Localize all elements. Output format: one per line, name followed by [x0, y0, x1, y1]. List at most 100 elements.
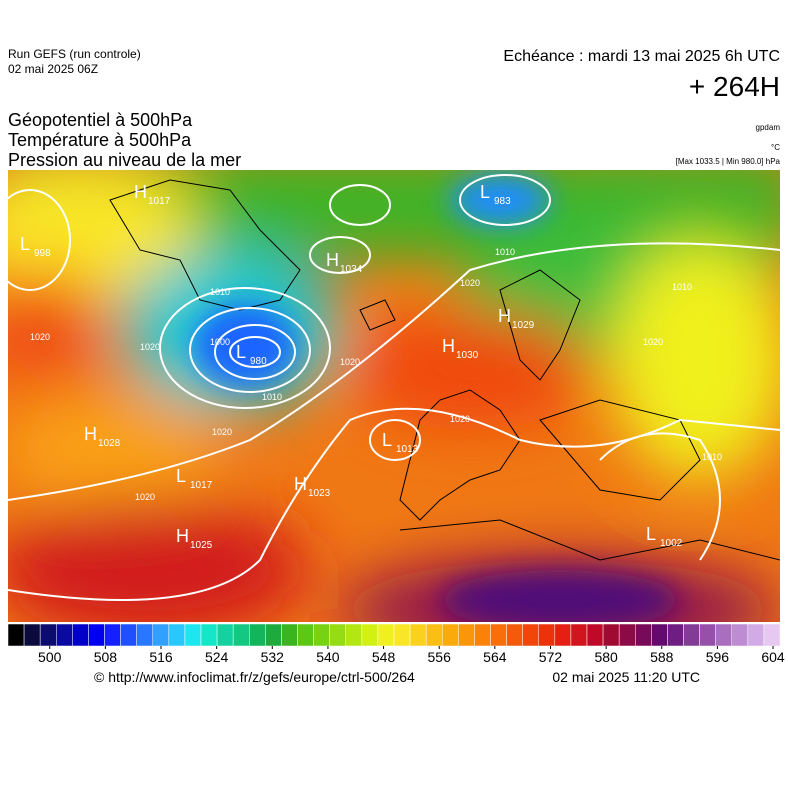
colorbar-cell — [120, 623, 137, 647]
colorbar-cell — [618, 623, 636, 647]
center-value: 1034 — [340, 264, 363, 275]
colorbar-cell — [635, 623, 652, 647]
colorbar-cell — [104, 623, 121, 647]
colorbar-cell — [88, 623, 105, 647]
field-title: Géopotentiel à 500hPa — [8, 110, 193, 130]
isobar-label: 1010 — [495, 247, 515, 257]
colorbar-tick-label: 500 — [38, 649, 62, 665]
colorbar-cell — [425, 623, 443, 647]
center-letter: H — [134, 182, 147, 202]
colorbar-cell — [39, 623, 57, 647]
center-letter: L — [20, 234, 30, 254]
colorbar-cell — [361, 623, 379, 647]
isobar-label: 1010 — [672, 282, 692, 292]
center-value: 983 — [494, 196, 511, 207]
colorbar-cell — [216, 623, 234, 647]
isobar-label: 1020 — [135, 492, 155, 502]
colorbar-cell — [265, 623, 282, 647]
colorbar-cell — [200, 623, 218, 647]
colorbar-cell — [56, 623, 73, 647]
lead-time: + 264H — [689, 71, 780, 102]
colorbar-cell — [7, 623, 25, 647]
colorbar-cell — [329, 623, 346, 647]
colorbar-cell — [763, 623, 781, 647]
center-value: 1028 — [98, 438, 121, 449]
center-letter: L — [480, 182, 490, 202]
colorbar-cell — [522, 623, 540, 647]
colorbar-tick-label: 564 — [483, 649, 507, 665]
unit: °C — [771, 143, 780, 152]
echeance: Echéance : mardi 13 mai 2025 6h UTC — [503, 48, 780, 65]
colorbar-cell — [731, 623, 749, 647]
isobar-label: 1020 — [450, 414, 470, 424]
isobar-label: 1010 — [210, 287, 230, 297]
colorbar-cell — [72, 623, 89, 647]
colorbar-tick-label: 516 — [149, 649, 173, 665]
colorbar-cell — [554, 623, 572, 647]
center-letter: H — [294, 474, 307, 494]
center-value: 1029 — [512, 320, 535, 331]
colorbar-tick-label: 532 — [261, 649, 285, 665]
center-value: 1013 — [396, 444, 419, 455]
colorbar-cell — [168, 623, 186, 647]
center-value: 1030 — [456, 350, 479, 361]
center-letter: H — [176, 526, 189, 546]
colorbar-cell — [297, 623, 314, 647]
colorbar-tick-label: 524 — [205, 649, 229, 665]
isobar-label: 1020 — [30, 332, 50, 342]
colorbar-cell — [490, 623, 507, 647]
colorbar-cell — [683, 623, 700, 647]
isobar-label: 1010 — [702, 452, 722, 462]
colorbar-cell — [232, 623, 250, 647]
colorbar-cell — [538, 623, 556, 647]
center-letter: H — [84, 424, 97, 444]
colorbar-cell — [651, 623, 668, 647]
center-letter: H — [498, 306, 511, 326]
colorbar-cell — [23, 623, 41, 647]
center-value: 1017 — [148, 196, 171, 207]
colorbar-cell — [458, 623, 475, 647]
colorbar-cell — [377, 623, 395, 647]
footer-date: 02 mai 2025 11:20 UTC — [552, 669, 700, 685]
colorbar-cell — [393, 623, 411, 647]
unit: [Max 1033.5 | Min 980.0] hPa — [676, 157, 781, 166]
colorbar-cell — [699, 623, 716, 647]
colorbar-tick-label: 508 — [94, 649, 118, 665]
center-letter: H — [442, 336, 455, 356]
center-value: 998 — [34, 248, 51, 259]
center-letter: H — [326, 250, 339, 270]
colorbar-cell — [345, 623, 363, 647]
colorbar-cell — [184, 623, 202, 647]
colorbar-tick-label: 596 — [706, 649, 730, 665]
colorbar-cell — [249, 623, 266, 647]
isobar-label: 1020 — [643, 337, 663, 347]
isobar-label: 1000 — [210, 337, 230, 347]
colorbar-cell — [409, 623, 427, 647]
unit: gpdam — [756, 123, 781, 132]
footer-url: © http://www.infoclimat.fr/z/gefs/europe… — [94, 669, 415, 685]
isobar-label: 1020 — [140, 342, 160, 352]
isobar-label: 1010 — [262, 392, 282, 402]
run-date: 02 mai 2025 06Z — [8, 62, 98, 76]
colorbar-cell — [474, 623, 491, 647]
colorbar-cell — [281, 623, 298, 647]
colorbar-cell — [747, 623, 765, 647]
colorbar-cell — [136, 623, 154, 647]
colorbar-cell — [313, 623, 330, 647]
center-value: 1002 — [660, 538, 683, 549]
isobar-label: 1020 — [460, 278, 480, 288]
center-value: 1025 — [190, 540, 213, 551]
center-letter: L — [176, 466, 186, 486]
colorbar-cell — [667, 623, 684, 647]
colorbar-tick-label: 540 — [316, 649, 340, 665]
colorbar-cell — [506, 623, 523, 647]
colorbar-tick-label: 604 — [761, 649, 785, 665]
center-letter: L — [236, 342, 246, 362]
colorbar-tick-label: 588 — [650, 649, 674, 665]
center-value: 1017 — [190, 480, 213, 491]
colorbar-tick-label: 572 — [539, 649, 563, 665]
colorbar-tick-label: 556 — [428, 649, 452, 665]
